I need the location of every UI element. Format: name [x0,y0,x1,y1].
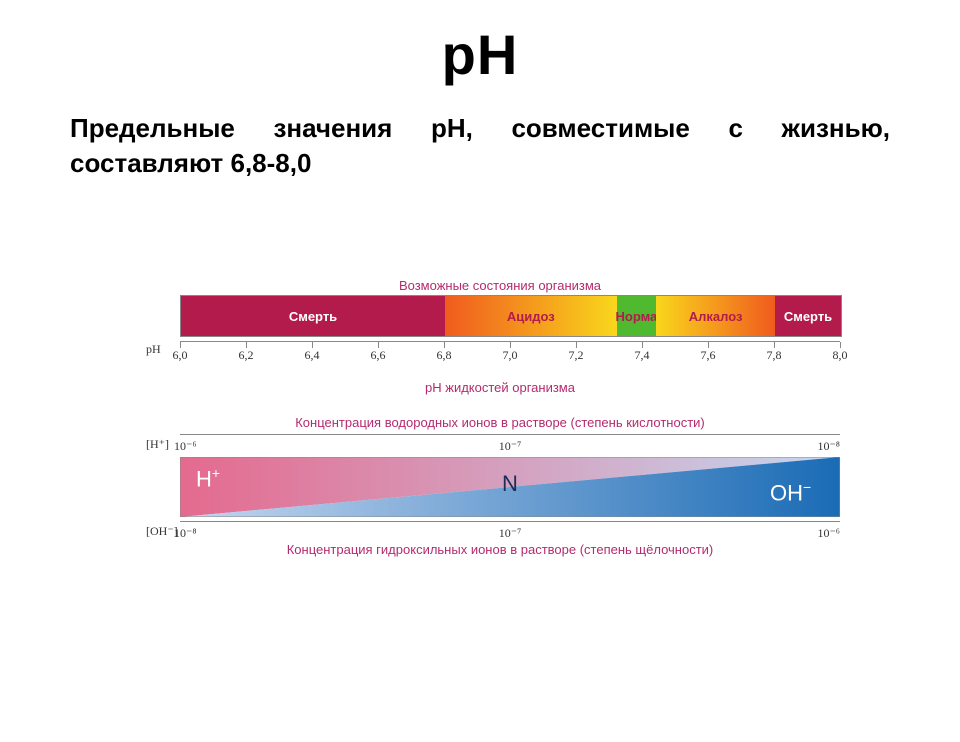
state-segment: Смерть [775,296,841,336]
page-title: pH [0,22,960,87]
tick-label: 7,0 [503,348,518,363]
state-segment: Алкалоз [656,296,775,336]
caption-states: Возможные состояния организма [150,278,850,293]
tick-label: 8,0 [833,348,848,363]
tick-label: 7,2 [569,348,584,363]
subtitle: Предельные значения рН, совместимые с жи… [70,111,890,181]
state-segment: Смерть [181,296,445,336]
caption-h: Концентрация водородных ионов в растворе… [150,415,850,430]
oh-minus-label: OH− [770,479,811,506]
ion-triangle: H+ N OH− [180,457,840,517]
page: pH Предельные значения рН, совместимые с… [0,22,960,742]
oh-axis-left: 10⁻⁸ [174,526,197,541]
tick-label: 6,8 [437,348,452,363]
state-segment: Ацидоз [445,296,617,336]
state-segment: Норма [617,296,657,336]
ph-axis-label: pH [146,342,161,357]
tick-label: 7,8 [767,348,782,363]
h-axis-left: 10⁻⁶ [174,439,197,454]
tick-label: 7,4 [635,348,650,363]
oh-axis-right: 10⁻⁶ [817,526,840,541]
tick-label: 6,0 [173,348,188,363]
h-axis: [H⁺] 10⁻⁶ 10⁻⁷ 10⁻⁸ [180,434,840,453]
tick-label: 6,2 [239,348,254,363]
neutral-label: N [502,471,518,497]
ph-axis: pH 6,06,26,46,66,87,07,27,47,67,88,0 [180,341,840,358]
tick-label: 7,6 [701,348,716,363]
ph-diagram: Возможные состояния организма СмертьАцид… [150,272,850,557]
h-plus-label: H+ [196,465,220,492]
h-axis-label: [H⁺] [146,437,169,452]
h-axis-right: 10⁻⁸ [817,439,840,454]
caption-oh: Концентрация гидроксильных ионов в раств… [150,542,850,557]
oh-axis-mid: 10⁻⁷ [499,526,522,541]
h-axis-mid: 10⁻⁷ [499,439,522,454]
tick-label: 6,6 [371,348,386,363]
tick-label: 6,4 [305,348,320,363]
oh-axis: [OH⁻] 10⁻⁸ 10⁻⁷ 10⁻⁶ [180,521,840,540]
ph-axis-caption: рН жидкостей организма [150,380,850,395]
oh-axis-label: [OH⁻] [146,524,178,539]
state-bar: СмертьАцидозНормаАлкалозСмерть [180,295,842,337]
